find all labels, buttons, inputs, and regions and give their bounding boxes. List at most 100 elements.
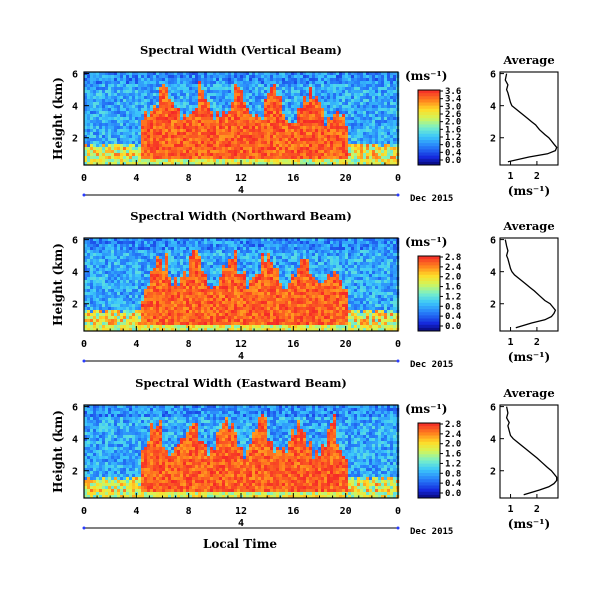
heatmap-cell (264, 105, 268, 109)
heatmap-cell (126, 138, 130, 142)
heatmap-cell (273, 75, 277, 79)
heatmap-cell (84, 253, 88, 257)
heatmap-cell (261, 75, 265, 79)
heatmap-cell (177, 304, 181, 308)
heatmap-cell (84, 328, 88, 332)
heatmap-cell (147, 108, 151, 112)
heatmap-cell (171, 277, 175, 281)
heatmap-cell (216, 322, 220, 326)
heatmap-cell (90, 286, 94, 290)
heatmap-cell (219, 99, 223, 103)
heatmap-cell (153, 307, 157, 311)
heatmap-cell (225, 274, 229, 278)
heatmap-cell (336, 105, 340, 109)
heatmap-cell (276, 81, 280, 85)
heatmap-cell (147, 265, 151, 269)
heatmap-cell (102, 72, 106, 76)
heatmap-cell (192, 262, 196, 266)
heatmap-cell (147, 111, 151, 115)
heatmap-cell (348, 96, 352, 100)
heatmap-cell (108, 147, 112, 151)
heatmap-cell (201, 328, 205, 332)
heatmap-cell (189, 280, 193, 284)
heatmap-cell (387, 105, 391, 109)
heatmap-cell (99, 132, 103, 136)
heatmap-cell (186, 75, 190, 79)
heatmap-cell (105, 280, 109, 284)
heatmap-cell (282, 129, 286, 133)
heatmap-cell (261, 117, 265, 121)
heatmap-cell (171, 274, 175, 278)
heatmap-cell (255, 120, 259, 124)
heatmap-cell (330, 144, 334, 148)
heatmap-cell (141, 253, 145, 257)
heatmap-cell (162, 156, 166, 160)
heatmap-cell (177, 238, 181, 242)
heatmap-cell (306, 93, 310, 97)
heatmap-cell (180, 265, 184, 269)
heatmap-cell (333, 147, 337, 151)
heatmap-cell (246, 126, 250, 130)
heatmap-cell (129, 265, 133, 269)
heatmap-cell (168, 90, 172, 94)
heatmap-cell (228, 87, 232, 91)
heatmap-cell (246, 87, 250, 91)
heatmap-cell (192, 132, 196, 136)
heatmap-cell (150, 241, 154, 245)
heatmap-cell (201, 144, 205, 148)
heatmap-cell (249, 141, 253, 145)
heatmap-cell (192, 307, 196, 311)
heatmap-cell (144, 304, 148, 308)
heatmap-cell (306, 99, 310, 103)
heatmap-cell (171, 144, 175, 148)
heatmap-cell (393, 84, 397, 88)
heatmap-cell (201, 247, 205, 251)
heatmap-cell (291, 141, 295, 145)
heatmap-cell (171, 87, 175, 91)
heatmap-cell (132, 274, 136, 278)
heatmap-cell (171, 295, 175, 299)
heatmap-cell (363, 162, 367, 166)
heatmap-cell (363, 90, 367, 94)
heatmap-cell (339, 78, 343, 82)
heatmap-cell (207, 262, 211, 266)
heatmap-cell (135, 259, 139, 263)
heatmap-cell (312, 156, 316, 160)
heatmap-cell (165, 75, 169, 79)
heatmap-cell (150, 78, 154, 82)
heatmap-cell (102, 316, 106, 320)
heatmap-cell (204, 108, 208, 112)
heatmap-cell (123, 271, 127, 275)
heatmap-cell (390, 129, 394, 133)
heatmap-cell (243, 135, 247, 139)
heatmap-cell (228, 322, 232, 326)
heatmap-cell (93, 286, 97, 290)
heatmap-cell (207, 117, 211, 121)
heatmap-cell (345, 75, 349, 79)
heatmap-cell (102, 262, 106, 266)
heatmap-cell (105, 247, 109, 251)
heatmap-cell (336, 81, 340, 85)
heatmap-cell (129, 117, 133, 121)
heatmap-cell (231, 93, 235, 97)
heatmap-cell (348, 114, 352, 118)
heatmap-cell (150, 238, 154, 242)
heatmap-cell (348, 162, 352, 166)
heatmap-cell (333, 162, 337, 166)
heatmap-cell (189, 150, 193, 154)
heatmap-cell (138, 147, 142, 151)
heatmap-cell (243, 141, 247, 145)
heatmap-cell (333, 90, 337, 94)
heatmap-cell (174, 153, 178, 157)
heatmap-cell (267, 114, 271, 118)
heatmap-cell (228, 81, 232, 85)
heatmap-cell (186, 268, 190, 272)
heatmap-cell (123, 295, 127, 299)
heatmap-cell (189, 301, 193, 305)
heatmap-cell (144, 268, 148, 272)
heatmap-cell (216, 156, 220, 160)
heatmap-cell (240, 253, 244, 257)
heatmap-cell (111, 132, 115, 136)
heatmap-cell (105, 129, 109, 133)
heatmap-cell (186, 81, 190, 85)
